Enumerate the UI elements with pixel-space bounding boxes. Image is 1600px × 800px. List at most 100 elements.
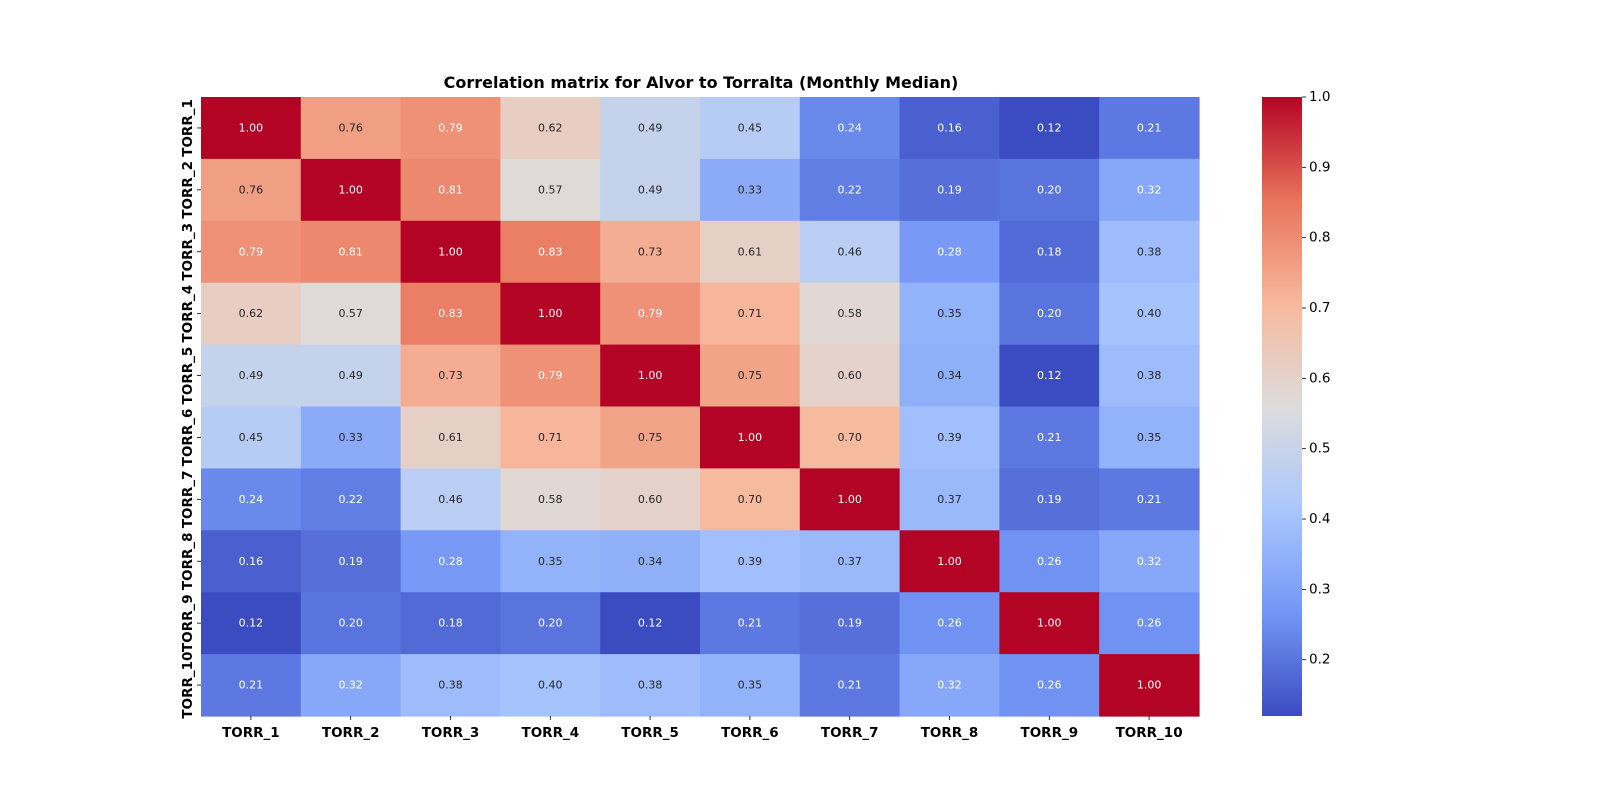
cell-value-label: 0.38 [438,679,463,692]
cell-value-label: 0.12 [1037,369,1062,382]
cell-value-label: 0.79 [538,369,563,382]
cell-value-label: 0.33 [338,431,363,444]
heatmap-cell [700,654,801,717]
heatmap-cell [201,282,302,346]
heatmap-cell [799,468,901,531]
cell-value-label: 0.49 [638,121,663,134]
cell-value-label: 0.34 [638,555,663,568]
heatmap-cell [799,97,901,160]
colorbar-tick-label: 0.5 [1309,441,1330,457]
heatmap-cell [300,406,402,469]
cell-value-label: 0.71 [538,431,563,444]
cell-value-label: 0.32 [338,679,363,692]
cell-value-label: 0.76 [338,121,363,134]
cell-value-label: 0.26 [937,617,962,630]
cell-value-label: 0.16 [937,121,962,134]
cell-value-label: 0.73 [638,245,663,258]
cell-value-label: 0.19 [1037,493,1062,506]
cell-value-label: 0.16 [239,555,264,568]
heatmap-cell [700,592,801,655]
cell-value-label: 0.60 [638,493,663,506]
cell-value-label: 0.28 [438,555,463,568]
cell-value-label: 0.19 [937,183,962,196]
heatmap-cell [1099,344,1200,408]
colorbar: 1.0 0.9 0.8 0.7 0.6 0.5 0.4 0.3 0.2 [1262,89,1330,716]
heatmap-cell [600,592,701,655]
heatmap-cell [201,468,302,531]
y-tick-label: TORR_1 [180,99,196,157]
heatmap-cell [899,406,1000,469]
cell-value-label: 1.00 [1137,679,1162,692]
cell-value-label: 0.21 [837,679,862,692]
heatmap-cell [899,97,1000,160]
heatmap-cell [700,468,801,531]
heatmap-cell [600,97,701,160]
heatmap-cell [500,592,601,655]
cell-value-label: 0.62 [239,307,264,320]
cell-value-label: 0.38 [638,679,663,692]
colorbar-tick-label: 1.0 [1309,89,1330,105]
heatmap-cell [899,654,1000,717]
cell-value-label: 0.12 [1037,121,1062,134]
heatmap-cell [400,468,501,531]
heatmap-cell [700,158,801,222]
heatmap-cell [600,530,701,593]
cell-value-label: 1.00 [638,369,663,382]
cell-value-label: 0.21 [1137,493,1162,506]
cell-value-label: 0.12 [638,617,663,630]
cell-value-label: 0.39 [937,431,962,444]
cell-value-label: 0.40 [1137,307,1162,320]
x-tick-label: TORR_10 [1116,725,1183,741]
heatmap-cell [799,592,901,655]
heatmap-cell [400,406,501,469]
cell-value-label: 0.18 [1037,245,1062,258]
cell-value-label: 1.00 [1037,617,1062,630]
heatmap-cell [1099,592,1200,655]
heatmap-cell [500,344,601,408]
cell-value-label: 1.00 [438,245,463,258]
heatmap-cell [500,220,601,284]
x-axis-tick-labels: TORR_1 TORR_2 TORR_3 TORR_4 TORR_5 TORR_6 TORR… [222,716,1183,741]
cell-value-label: 0.81 [338,245,363,258]
heatmap-cell [201,344,302,408]
colorbar-tick-label: 0.2 [1309,652,1330,668]
heatmap-cell [400,592,501,655]
cell-value-label: 0.57 [538,183,563,196]
heatmap-cell [1099,220,1200,284]
cell-value-label: 0.46 [837,245,862,258]
heatmap-cell [899,468,1000,531]
heatmap-cell [600,654,701,717]
cell-value-label: 1.00 [338,183,363,196]
heatmap-cell [201,592,302,655]
heatmap-cell [999,282,1100,346]
heatmap-cell [600,282,701,346]
colorbar-gradient [1262,97,1302,716]
heatmap-cell [400,220,501,284]
cell-value-label: 0.33 [738,183,763,196]
heatmap-cell [700,406,801,469]
heatmap-cell [400,530,501,593]
y-tick-label: TORR_5 [180,347,196,405]
heatmap-cell [799,530,901,593]
cell-value-label: 1.00 [738,431,763,444]
heatmap-cell [201,530,302,593]
cell-value-label: 0.60 [837,369,862,382]
y-axis-tick-labels: TORR_1 TORR_2 TORR_3 TORR_4 TORR_5 TORR_6 TORR… [180,99,201,719]
cell-value-label: 0.62 [538,121,563,134]
heatmap-cell [899,592,1000,655]
heatmap-cell [700,220,801,284]
cell-value-label: 0.38 [1137,369,1162,382]
heatmap-cell [201,97,302,160]
heatmap-cell [1099,97,1200,160]
y-tick-label: TORR_3 [180,223,196,281]
x-tick-label: TORR_2 [322,725,380,741]
heatmap-cell [201,220,302,284]
cell-value-label: 0.37 [837,555,862,568]
cell-value-label: 1.00 [837,493,862,506]
heatmap-cell [799,406,901,469]
heatmap-cell [300,530,402,593]
x-tick-label: TORR_7 [821,725,879,741]
cell-value-label: 0.20 [1037,183,1062,196]
heatmap-cell [300,282,402,346]
